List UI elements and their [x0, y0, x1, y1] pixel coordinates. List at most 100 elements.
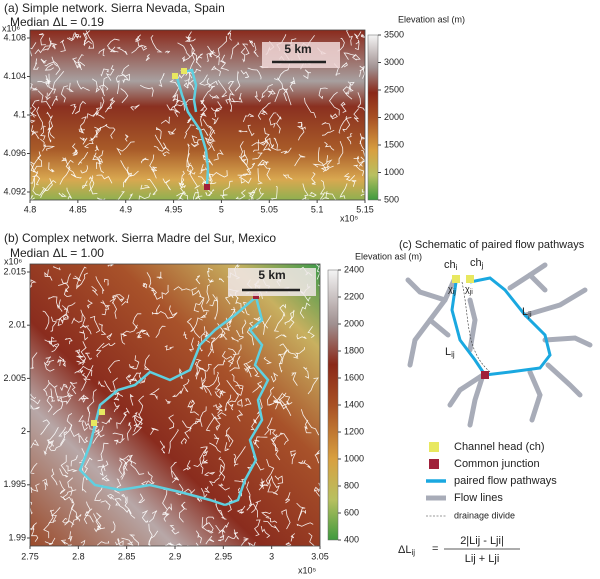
drainage-line	[165, 399, 172, 405]
drainage-line	[80, 394, 89, 401]
drainage-line	[184, 124, 195, 139]
drainage-line	[50, 507, 61, 523]
drainage-line	[247, 67, 262, 80]
drainage-line	[36, 106, 44, 130]
scale-label: 5 km	[284, 42, 311, 56]
drainage-line	[273, 312, 285, 332]
drainage-line	[246, 327, 254, 346]
drainage-line	[299, 302, 311, 319]
paired-pathway	[174, 68, 210, 187]
drainage-line	[78, 398, 87, 403]
colorbar-tick-label: 1000	[384, 167, 404, 177]
drainage-line	[173, 286, 191, 291]
drainage-line	[240, 47, 246, 63]
drainage-line	[189, 169, 200, 189]
drainage-line	[288, 351, 299, 359]
drainage-line	[275, 334, 287, 339]
drainage-line	[159, 440, 166, 454]
drainage-line	[98, 380, 105, 388]
colorbar-tick-label: 3000	[384, 57, 404, 67]
drainage-line	[261, 84, 273, 99]
drainage-line	[149, 154, 157, 172]
schematic-label: χji	[465, 284, 473, 295]
drainage-line	[303, 459, 312, 469]
paired-pathway	[78, 296, 270, 507]
drainage-line	[251, 138, 271, 147]
drainage-line	[47, 127, 52, 143]
drainage-line	[101, 342, 116, 349]
drainage-line	[245, 162, 256, 175]
drainage-line	[261, 102, 271, 115]
colorbar-tick-label: 500	[384, 194, 399, 204]
drainage-line	[358, 156, 366, 167]
panel-title: (c) Schematic of paired flow pathways	[399, 239, 585, 251]
drainage-line	[113, 392, 120, 401]
drainage-line	[101, 417, 113, 425]
drainage-line	[124, 496, 132, 514]
drainage-line	[198, 363, 212, 372]
drainage-line	[193, 447, 208, 467]
drainage-line	[76, 266, 87, 290]
drainage-line	[182, 43, 195, 62]
drainage-line	[169, 305, 178, 319]
drainage-line	[44, 339, 57, 343]
drainage-line	[147, 178, 158, 196]
drainage-line	[359, 65, 365, 77]
drainage-line	[354, 31, 362, 40]
drainage-line	[237, 398, 244, 408]
drainage-line	[259, 483, 268, 489]
drainage-line	[206, 284, 211, 304]
drainage-line	[57, 358, 65, 366]
drainage-line	[220, 54, 226, 64]
drainage-line	[252, 139, 260, 153]
drainage-line	[294, 347, 305, 358]
drainage-line	[209, 294, 219, 307]
drainage-line	[60, 454, 69, 475]
drainage-line	[43, 380, 50, 397]
drainage-line	[180, 437, 187, 445]
drainage-line	[44, 63, 55, 71]
drainage-line	[67, 477, 74, 496]
drainage-line	[252, 381, 263, 393]
drainage-line	[347, 81, 355, 93]
drainage-line	[183, 460, 192, 471]
drainage-line	[314, 449, 321, 464]
y-tick-label: 1.99	[8, 532, 26, 542]
y-exponent: x10⁶	[2, 23, 21, 33]
drainage-line	[252, 152, 263, 160]
drainage-line	[227, 80, 235, 95]
drainage-line	[101, 306, 110, 316]
drainage-line	[48, 70, 65, 97]
drainage-line	[274, 475, 284, 484]
drainage-line	[91, 428, 100, 444]
drainage-line	[326, 155, 333, 170]
drainage-line	[199, 99, 206, 112]
drainage-line	[264, 417, 273, 436]
drainage-line	[187, 162, 196, 175]
drainage-line	[89, 315, 101, 334]
drainage-line	[67, 531, 73, 543]
drainage-line	[91, 285, 99, 296]
x-tick-label: 5.1	[311, 204, 324, 214]
drainage-line	[207, 278, 214, 284]
drainage-line	[296, 123, 306, 130]
drainage-line	[131, 378, 145, 384]
drainage-line	[82, 180, 88, 189]
drainage-line	[52, 396, 64, 416]
drainage-line	[186, 317, 201, 339]
drainage-line	[200, 326, 211, 343]
drainage-line	[39, 125, 46, 141]
drainage-line	[31, 125, 40, 139]
drainage-line	[272, 442, 281, 461]
drainage-line	[242, 113, 254, 123]
drainage-line	[94, 425, 104, 436]
drainage-line	[312, 162, 328, 168]
formula: =	[432, 543, 438, 555]
drainage-line	[119, 457, 128, 478]
drainage-line	[30, 439, 40, 449]
drainage-line	[217, 483, 230, 491]
drainage-line	[77, 365, 93, 377]
drainage-line	[354, 39, 360, 51]
drainage-line	[204, 137, 216, 142]
drainage-line	[58, 356, 66, 367]
